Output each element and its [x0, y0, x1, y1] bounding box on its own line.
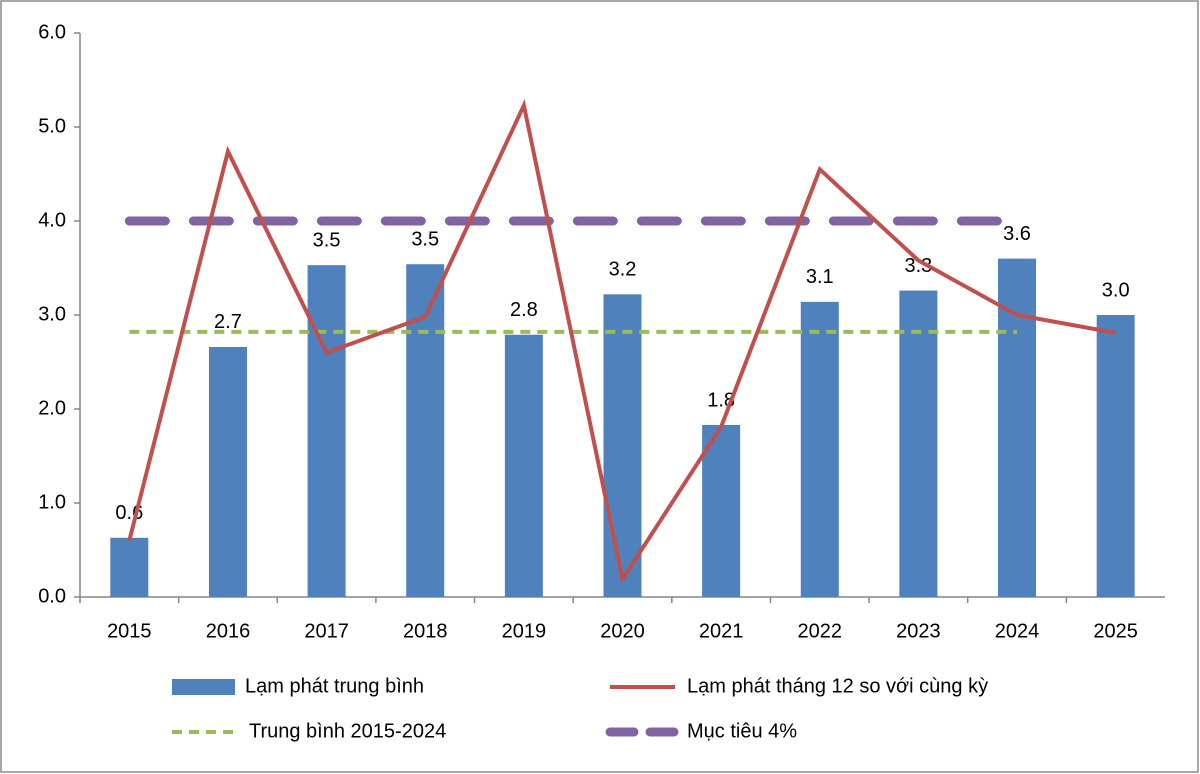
- x-tick-label: 2016: [206, 620, 251, 642]
- x-tick-label: 2019: [502, 620, 547, 642]
- x-tick-label: 2025: [1093, 620, 1138, 642]
- data-label: 3.0: [1102, 279, 1130, 301]
- bar: [307, 265, 346, 597]
- data-label: 3.5: [313, 229, 341, 251]
- bar: [800, 301, 839, 597]
- y-tick-label: 2.0: [38, 397, 66, 419]
- legend-label: Trung bình 2015-2024: [249, 720, 446, 742]
- bar: [1096, 315, 1135, 597]
- data-label: 3.2: [609, 259, 637, 281]
- bar: [899, 290, 938, 597]
- legend-label: Mục tiêu 4%: [687, 720, 797, 742]
- bar: [603, 294, 642, 597]
- y-tick-label: 5.0: [38, 115, 66, 137]
- x-tick-label: 2017: [304, 620, 349, 642]
- x-tick-label: 2022: [798, 620, 843, 642]
- y-tick-label: 3.0: [38, 303, 66, 325]
- legend-label: Lạm phát tháng 12 so với cùng kỳ: [687, 675, 988, 697]
- legend-swatch: [172, 679, 235, 695]
- bar: [702, 424, 741, 597]
- series-line: [127, 99, 1117, 585]
- x-tick-label: 2021: [699, 620, 744, 642]
- data-label: 3.1: [806, 266, 834, 288]
- x-tick-label: 2024: [995, 620, 1040, 642]
- data-label: 2.8: [510, 299, 538, 321]
- x-tick-label: 2023: [896, 620, 941, 642]
- x-tick-label: 2015: [107, 620, 152, 642]
- x-tick-label: 2018: [403, 620, 448, 642]
- y-tick-label: 4.0: [38, 209, 66, 231]
- y-tick-label: 6.0: [38, 21, 66, 43]
- data-label: 2.7: [214, 311, 242, 333]
- legend-label: Lạm phát trung bình: [245, 675, 424, 697]
- data-label: 3.5: [411, 229, 439, 251]
- bar: [504, 334, 543, 597]
- bar: [208, 346, 247, 597]
- bar: [110, 537, 149, 597]
- y-tick-label: 0.0: [38, 585, 66, 607]
- data-label: 3.3: [905, 255, 933, 277]
- y-tick-label: 1.0: [38, 491, 66, 513]
- data-label: 3.6: [1003, 223, 1031, 245]
- x-tick-label: 2020: [600, 620, 645, 642]
